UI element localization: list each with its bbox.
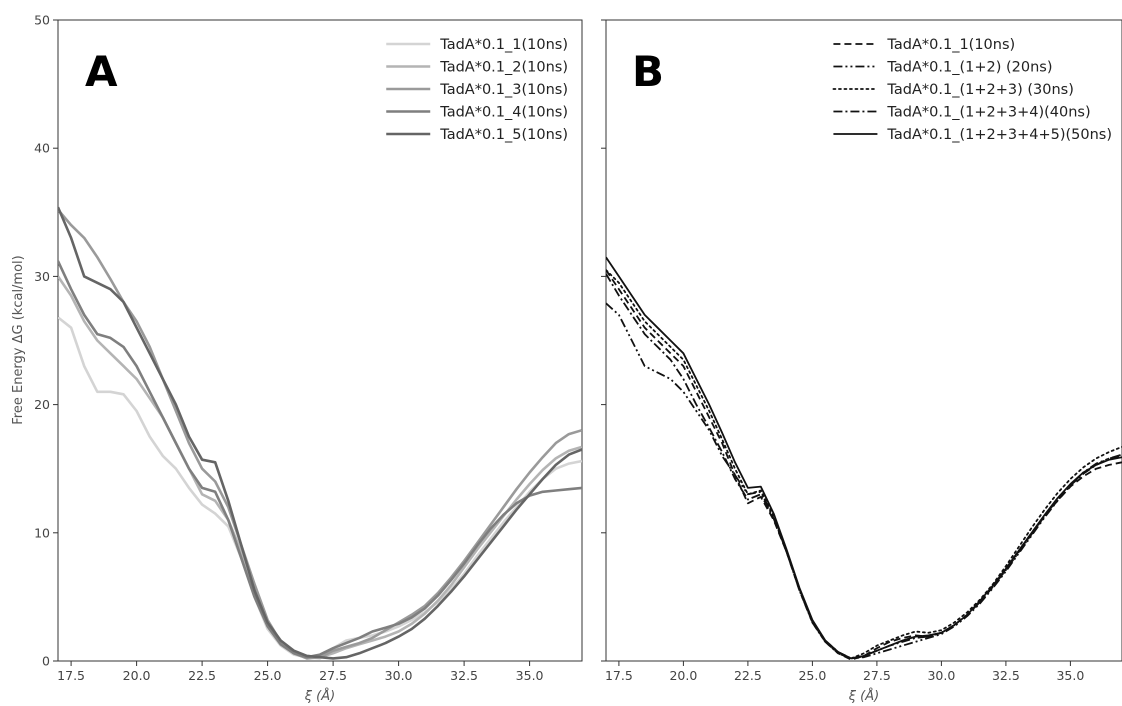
legend-label: TadA*0.1_(1+2+3+4+5)(50ns) — [886, 127, 1112, 143]
legend-label: TadA*0.1_1(10ns) — [439, 37, 568, 53]
x-tick-label: 20.0 — [669, 668, 697, 683]
series-line-4 — [606, 273, 1122, 660]
y-tick-label: 20 — [34, 397, 50, 412]
series-group — [606, 256, 1122, 661]
x-tick-label: 32.5 — [450, 668, 478, 683]
legend-label: TadA*0.1_4(10ns) — [439, 105, 568, 121]
y-tick-label: 40 — [34, 141, 50, 156]
x-tick-label: 32.5 — [992, 668, 1020, 683]
panel-label: B — [632, 47, 664, 96]
y-tick-label: 0 — [42, 654, 50, 669]
y-tick-label: 50 — [34, 13, 50, 28]
series-line-5 — [606, 256, 1122, 660]
x-tick-label: 35.0 — [516, 668, 544, 683]
x-tick-label: 20.0 — [123, 668, 151, 683]
x-tick-label: 22.5 — [734, 668, 762, 683]
panel-b: 17.5 20.0 22.5 25.0 27.5 30.0 32.5 35.0 ξ (Å) B Ta… — [601, 19, 1122, 704]
series-line-4 — [58, 260, 582, 659]
legend-label: TadA*0.1_1(10ns) — [886, 37, 1015, 53]
series-line-5 — [58, 206, 582, 660]
x-tick-label: 17.5 — [57, 668, 85, 683]
series-line-3 — [606, 269, 1122, 660]
x-tick-label: 22.5 — [188, 668, 216, 683]
x-tick-label: 35.0 — [1056, 668, 1084, 683]
x-axis-label: ξ (Å) — [848, 688, 879, 704]
legend-label: TadA*0.1_(1+2+3+4)(40ns) — [886, 105, 1090, 121]
x-tick-label: 30.0 — [385, 668, 413, 683]
legend-label: TadA*0.1_2(10ns) — [439, 60, 568, 76]
series-line-3 — [58, 208, 582, 660]
legend-label: TadA*0.1_(1+2) (20ns) — [886, 60, 1052, 76]
x-axis-label: ξ (Å) — [304, 688, 335, 704]
x-tick-label: 25.0 — [254, 668, 282, 683]
series-line-2 — [58, 275, 582, 659]
x-tick-label: 25.0 — [798, 668, 826, 683]
x-tick-label: 17.5 — [605, 668, 633, 683]
axes-frame — [57, 19, 583, 662]
axes-frame — [605, 19, 1122, 662]
series-group — [58, 206, 582, 660]
x-tick-label: 27.5 — [319, 668, 347, 683]
legend-label: TadA*0.1_(1+2+3) (30ns) — [886, 82, 1073, 98]
series-line-2 — [606, 302, 1122, 660]
panel-a: 17.5 20.0 22.5 25.0 27.5 30.0 32.5 35.0 0 10 20 30 4… — [34, 13, 583, 704]
y-tick-label: 30 — [34, 269, 50, 284]
x-tick-label: 30.0 — [927, 668, 955, 683]
legend: TadA*0.1_1(10ns) TadA*0.1_2(10ns) TadA*0.1… — [386, 37, 568, 143]
panel-label: A — [85, 47, 118, 96]
series-line-1 — [606, 269, 1122, 661]
legend-label: TadA*0.1_5(10ns) — [439, 127, 568, 143]
y-axis-label: Free Energy ΔG (kcal/mol) — [11, 255, 26, 424]
x-tick-label: 27.5 — [863, 668, 891, 683]
legend-label: TadA*0.1_3(10ns) — [439, 82, 568, 98]
legend: TadA*0.1_1(10ns) TadA*0.1_(1+2) (20ns) Tad… — [832, 37, 1112, 143]
y-tick-label: 10 — [34, 525, 50, 540]
